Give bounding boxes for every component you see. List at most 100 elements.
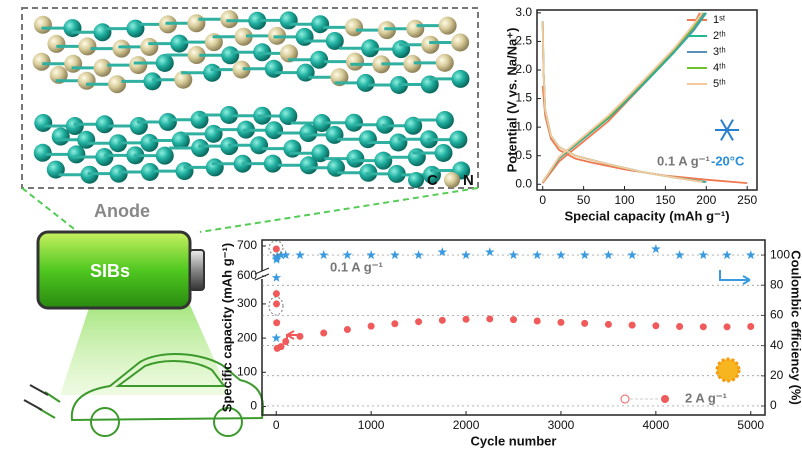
annotation: 0.1 A g⁻¹ bbox=[330, 259, 383, 274]
y2-axis-title: Coulombic efficiency (%) bbox=[789, 250, 802, 405]
atom bbox=[403, 54, 422, 73]
atom bbox=[438, 16, 457, 35]
anode-label: Anode bbox=[94, 201, 150, 221]
atom bbox=[312, 114, 331, 133]
atom bbox=[248, 11, 267, 30]
y-tick-label: 100 bbox=[237, 364, 257, 378]
capacity-point bbox=[415, 318, 423, 326]
atom bbox=[129, 116, 148, 135]
arrow bbox=[719, 270, 751, 285]
y-axis-title: Specific capacity (mAh g⁻¹) bbox=[219, 243, 234, 412]
atom bbox=[47, 34, 66, 53]
atom bbox=[109, 164, 128, 183]
y-tick-label: 3.0 bbox=[515, 5, 532, 19]
x-tick-label: 2000 bbox=[453, 418, 480, 432]
x-tick-label: 250 bbox=[737, 193, 757, 207]
ce-point bbox=[342, 250, 353, 260]
atom bbox=[325, 31, 344, 50]
atom bbox=[221, 46, 240, 65]
atom bbox=[140, 162, 159, 181]
snowflake bbox=[720, 119, 728, 131]
atom bbox=[143, 72, 162, 91]
ce-point bbox=[281, 250, 291, 260]
legend-atom-n bbox=[444, 172, 460, 188]
atom bbox=[279, 11, 298, 30]
capacity-point bbox=[273, 300, 281, 308]
atom bbox=[345, 18, 364, 37]
atom bbox=[421, 35, 440, 54]
axis-break-mark bbox=[254, 267, 270, 275]
atom-n-label: N bbox=[463, 172, 474, 189]
atom bbox=[63, 19, 82, 38]
capacity-point bbox=[747, 322, 755, 330]
highlight bbox=[268, 296, 284, 316]
x-tick-label: 4000 bbox=[643, 418, 670, 432]
atom bbox=[126, 19, 145, 38]
axis-break-mark bbox=[254, 273, 270, 281]
highlight bbox=[268, 240, 284, 256]
atom bbox=[310, 50, 329, 69]
legend-label: 5ᵗʰ bbox=[713, 78, 726, 90]
atom bbox=[295, 27, 314, 46]
capacity-point bbox=[272, 290, 280, 298]
motion-line bbox=[29, 384, 49, 396]
atom bbox=[187, 46, 206, 65]
capacity-point bbox=[343, 326, 351, 334]
ce-point bbox=[579, 250, 590, 260]
atom bbox=[140, 133, 159, 152]
legend-label: 3ᵗʰ bbox=[713, 46, 726, 58]
beam bbox=[60, 305, 230, 395]
atom bbox=[205, 158, 224, 177]
x-tick-label: 150 bbox=[655, 193, 675, 207]
y-tick-label: 300 bbox=[237, 296, 257, 310]
y-tick-label: 600 bbox=[237, 268, 257, 282]
atom bbox=[220, 105, 239, 124]
atom bbox=[311, 15, 330, 34]
atom bbox=[220, 10, 239, 29]
axis-break bbox=[256, 271, 268, 279]
atom bbox=[174, 70, 193, 89]
y-tick-label: 1.5 bbox=[515, 91, 532, 105]
capacity-point bbox=[652, 322, 660, 330]
illustration: C N Anode SIBs bbox=[21, 7, 479, 437]
atom bbox=[234, 27, 253, 46]
atom bbox=[108, 75, 127, 94]
atom bbox=[299, 156, 318, 175]
snowflake bbox=[726, 129, 734, 141]
atom bbox=[51, 127, 70, 146]
capacity-point bbox=[676, 322, 684, 330]
legend-atom-c bbox=[408, 172, 424, 188]
capacity-point bbox=[723, 323, 731, 331]
ce-point bbox=[295, 250, 305, 260]
capacity-point bbox=[282, 338, 290, 346]
atom bbox=[78, 37, 97, 56]
atom bbox=[265, 121, 284, 140]
sun bbox=[715, 357, 741, 383]
y-tick-label: 2.5 bbox=[515, 34, 532, 48]
chart-cycling: 0 1000 2000 3000 4000 5000 0 100 200 300 600 700 0 20… bbox=[219, 238, 802, 448]
atom bbox=[279, 107, 298, 126]
atom bbox=[407, 148, 426, 167]
atom bbox=[356, 73, 375, 92]
ce-point bbox=[485, 247, 495, 257]
zoom-line bbox=[199, 187, 479, 233]
plot-frame bbox=[261, 239, 766, 416]
atom bbox=[358, 130, 377, 149]
atom bbox=[158, 112, 177, 131]
x-tick-label: 50 bbox=[577, 193, 591, 207]
atom bbox=[283, 139, 302, 158]
atom bbox=[435, 111, 454, 130]
atom bbox=[280, 44, 299, 63]
ce-point bbox=[461, 250, 471, 260]
atom bbox=[250, 136, 269, 155]
atom bbox=[109, 134, 128, 153]
y2-tick-label: 60 bbox=[770, 308, 784, 322]
atom bbox=[346, 149, 365, 168]
legend-label: 2 A g⁻¹ bbox=[685, 390, 727, 405]
ce-point bbox=[413, 250, 424, 260]
atom bbox=[361, 39, 380, 58]
atom-c-label: C bbox=[427, 172, 438, 189]
y-tick-label: 0 bbox=[250, 399, 257, 413]
atom bbox=[129, 56, 148, 75]
atom bbox=[33, 143, 52, 162]
